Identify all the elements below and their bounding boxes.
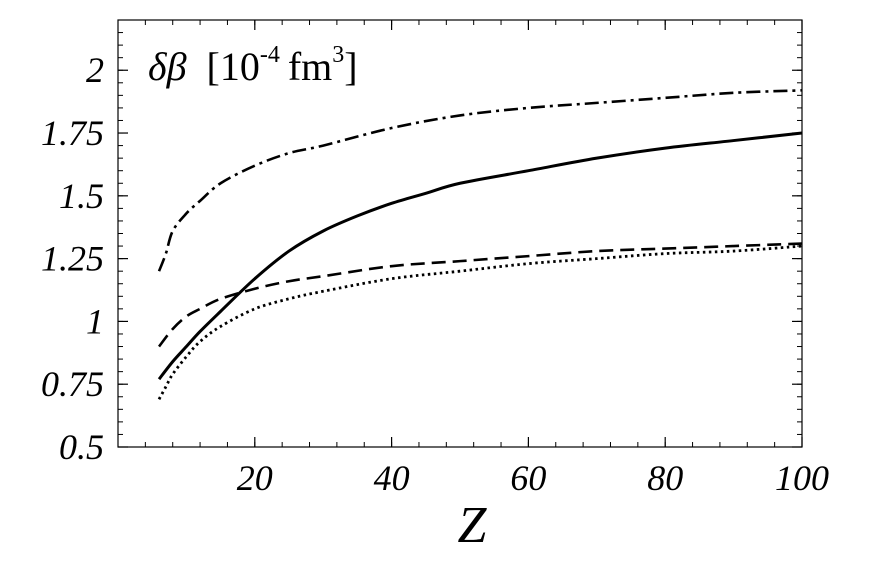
x-axis-title: Z <box>458 497 488 554</box>
y-tick-label: 1 <box>86 301 104 341</box>
y-tick-labels: 0.5 0.75 1 1.25 1.5 1.75 2 <box>41 50 104 467</box>
series-line-dotted <box>157 244 803 400</box>
x-tick-labels: 20 40 60 80 100 <box>237 458 829 498</box>
series-layer <box>157 89 803 400</box>
y-tick-label: 1.25 <box>41 239 104 279</box>
x-tick-label: 60 <box>510 458 546 498</box>
x-tick-label: 100 <box>775 458 829 498</box>
major-ticks <box>118 20 803 448</box>
y-tick-label: 0.75 <box>41 364 104 404</box>
series-line-dash-dot <box>157 89 803 272</box>
x-tick-label: 40 <box>374 458 410 498</box>
plot-title: δβ [10-4 fm3] <box>148 42 358 89</box>
series-line-dashed <box>158 242 803 348</box>
y-tick-label: 1.5 <box>59 176 104 216</box>
x-tick-label: 20 <box>237 458 273 498</box>
y-tick-label: 1.75 <box>41 113 104 153</box>
series-line-solid <box>157 131 803 381</box>
y-tick-label: 2 <box>86 50 104 90</box>
y-tick-label: 0.5 <box>59 427 104 467</box>
x-tick-label: 80 <box>647 458 683 498</box>
